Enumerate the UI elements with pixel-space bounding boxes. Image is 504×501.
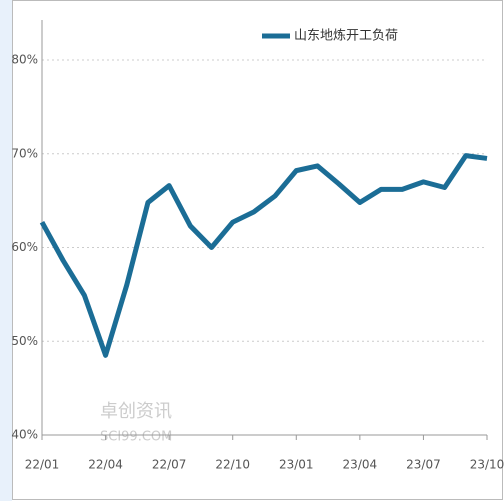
- x-tick-label: 22/04: [88, 458, 123, 472]
- x-tick-label: 22/10: [215, 458, 250, 472]
- y-tick-label: 80%: [11, 53, 38, 67]
- series-line: [39, 153, 488, 358]
- x-tick-label: 23/07: [406, 458, 441, 472]
- y-tick-label: 40%: [11, 428, 38, 442]
- y-tick-label: 70%: [11, 146, 38, 160]
- x-tick-label: 23/04: [343, 458, 378, 472]
- frame: [12, 0, 503, 500]
- y-tick-label: 50%: [11, 334, 38, 348]
- x-tick-label: 22/01: [25, 458, 60, 472]
- watermark: SCI99.COM: [100, 430, 172, 445]
- legend-label: 山东地炼开工负荷: [294, 29, 398, 44]
- watermark: 卓创资讯: [100, 401, 172, 422]
- side-strip: [0, 0, 12, 501]
- x-tick-label: 22/07: [152, 458, 187, 472]
- x-tick-label: 23/10: [470, 458, 504, 472]
- y-tick-label: 60%: [11, 240, 38, 254]
- x-tick-label: 23/01: [279, 458, 314, 472]
